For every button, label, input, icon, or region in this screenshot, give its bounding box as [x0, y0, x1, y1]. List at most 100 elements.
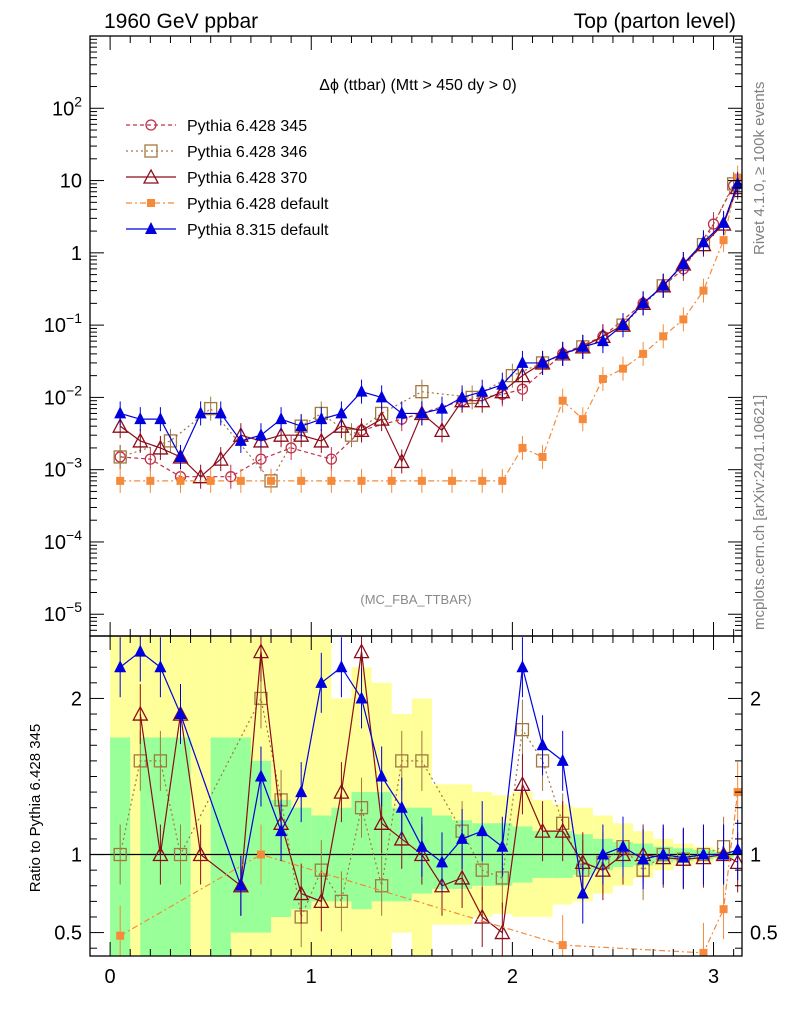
main-series-group	[112, 165, 742, 493]
ratio-point-2-2	[558, 941, 567, 950]
point-4-24	[596, 334, 609, 347]
point-3-17	[578, 415, 587, 424]
point-4-7	[254, 428, 267, 441]
ratio-point-3-24	[637, 852, 650, 865]
legend-marker-2	[142, 168, 160, 184]
point-1-6	[344, 428, 359, 442]
point-4-17	[456, 390, 469, 403]
y-tick-label-4: 10−1	[44, 310, 82, 337]
ratio-point-3-1	[134, 644, 147, 657]
point-3-8	[357, 476, 366, 485]
ratio-point-3-11	[375, 769, 388, 782]
ratio-point-0-12	[415, 754, 429, 768]
band-inner-5	[230, 737, 251, 933]
band-inner-8	[291, 807, 312, 910]
y-tick-label-3: 10−2	[44, 382, 82, 409]
legend-label-3: Pythia 6.428 default	[187, 196, 329, 213]
ratio-point-3-26	[677, 850, 690, 863]
point-4-27	[657, 278, 670, 291]
ratio-point-3-20	[556, 753, 569, 766]
point-2-19	[494, 383, 511, 399]
ratio-point-1-15	[454, 869, 471, 885]
band-inner-11	[351, 792, 372, 910]
ratio-point-2-0	[116, 931, 125, 940]
point-2-1	[132, 432, 149, 448]
point-2-10	[313, 432, 330, 448]
point-3-13	[498, 476, 507, 485]
point-3-24	[719, 236, 728, 245]
ratio-point-3-15	[456, 831, 469, 844]
ratio-point-1-17	[494, 924, 511, 940]
ratio-point-3-4	[234, 878, 247, 891]
legend-entry-0: Pythia 6.428 345	[126, 118, 307, 135]
point-4-15	[415, 406, 428, 419]
point-3-21	[659, 332, 668, 341]
point-4-16	[435, 401, 448, 414]
point-3-1	[146, 476, 155, 485]
ratio-point-1-20	[554, 822, 571, 838]
ratio-point-3-17	[496, 839, 509, 852]
ratio-point-1-18	[514, 775, 531, 791]
point-0-3	[225, 471, 237, 483]
point-3-20	[639, 349, 648, 358]
x-tick-label-2: 2	[507, 966, 518, 988]
point-4-20	[516, 355, 529, 368]
point-3-14	[518, 443, 527, 452]
point-4-25	[617, 318, 630, 331]
legend-entry-4: Pythia 8.315 default	[126, 222, 329, 239]
point-0-1	[144, 453, 156, 465]
point-3-2	[176, 476, 185, 485]
band-inner-4	[210, 737, 231, 956]
point-4-28	[677, 257, 690, 270]
point-3-15	[538, 452, 547, 461]
ratio-point-3-23	[617, 839, 630, 852]
point-4-6	[234, 433, 247, 446]
ratio-point-3-0	[114, 660, 127, 673]
ratio-point-3-13	[415, 839, 428, 852]
ratio-tick-label-right-1: 1	[750, 845, 761, 867]
point-2-11	[333, 417, 350, 433]
point-4-3	[174, 449, 187, 462]
ratio-tick-label-left-0: 0.5	[54, 923, 82, 945]
ratio-point-1-0	[132, 705, 149, 721]
ratio-point-3-21	[576, 886, 589, 899]
point-4-9	[295, 419, 308, 432]
point-1-1	[163, 434, 178, 448]
point-4-26	[637, 296, 650, 309]
point-3-19	[619, 364, 628, 373]
point-3-0	[116, 476, 125, 485]
ratio-point-3-29	[731, 842, 742, 855]
y-tick-label-1: 10−4	[44, 527, 82, 554]
point-3-4	[236, 476, 245, 485]
ratio-point-3-9	[335, 660, 348, 673]
point-4-11	[335, 406, 348, 419]
point-0-16	[707, 218, 720, 230]
point-3-3	[206, 476, 215, 485]
legend-marker-4	[145, 222, 157, 234]
point-2-4	[192, 468, 209, 484]
point-1-9	[465, 390, 479, 405]
ratio-point-3-5	[254, 769, 267, 782]
y-tick-label-0: 10−5	[44, 599, 82, 626]
point-2-18	[474, 392, 491, 408]
ratio-point-3-25	[657, 847, 670, 860]
point-4-13	[375, 390, 388, 403]
point-4-1	[134, 412, 147, 425]
point-4-10	[315, 412, 328, 425]
analysis-label: (MC_FBA_TTBAR)	[360, 592, 471, 607]
point-3-10	[417, 476, 426, 485]
axis-ticks: 0 1 2 3 10−5 10−4 10−3 10−2 10−1 1 10 102 0.5 0.5 1 1 2 2	[44, 35, 778, 988]
ratio-point-3-7	[295, 785, 308, 798]
point-1-8	[415, 385, 429, 399]
ratio-point-2-3	[699, 948, 708, 956]
point-4-23	[576, 339, 589, 352]
ratio-point-1-16	[474, 908, 491, 924]
x-tick-label-1: 1	[306, 966, 317, 988]
point-4-5	[214, 406, 227, 419]
ratio-point-0-8	[334, 894, 349, 909]
point-4-31	[731, 176, 742, 189]
point-0-5	[285, 442, 297, 454]
point-2-16	[433, 421, 451, 438]
ratio-series-group	[113, 636, 742, 956]
header-left: 1960 GeV ppbar	[104, 10, 258, 33]
